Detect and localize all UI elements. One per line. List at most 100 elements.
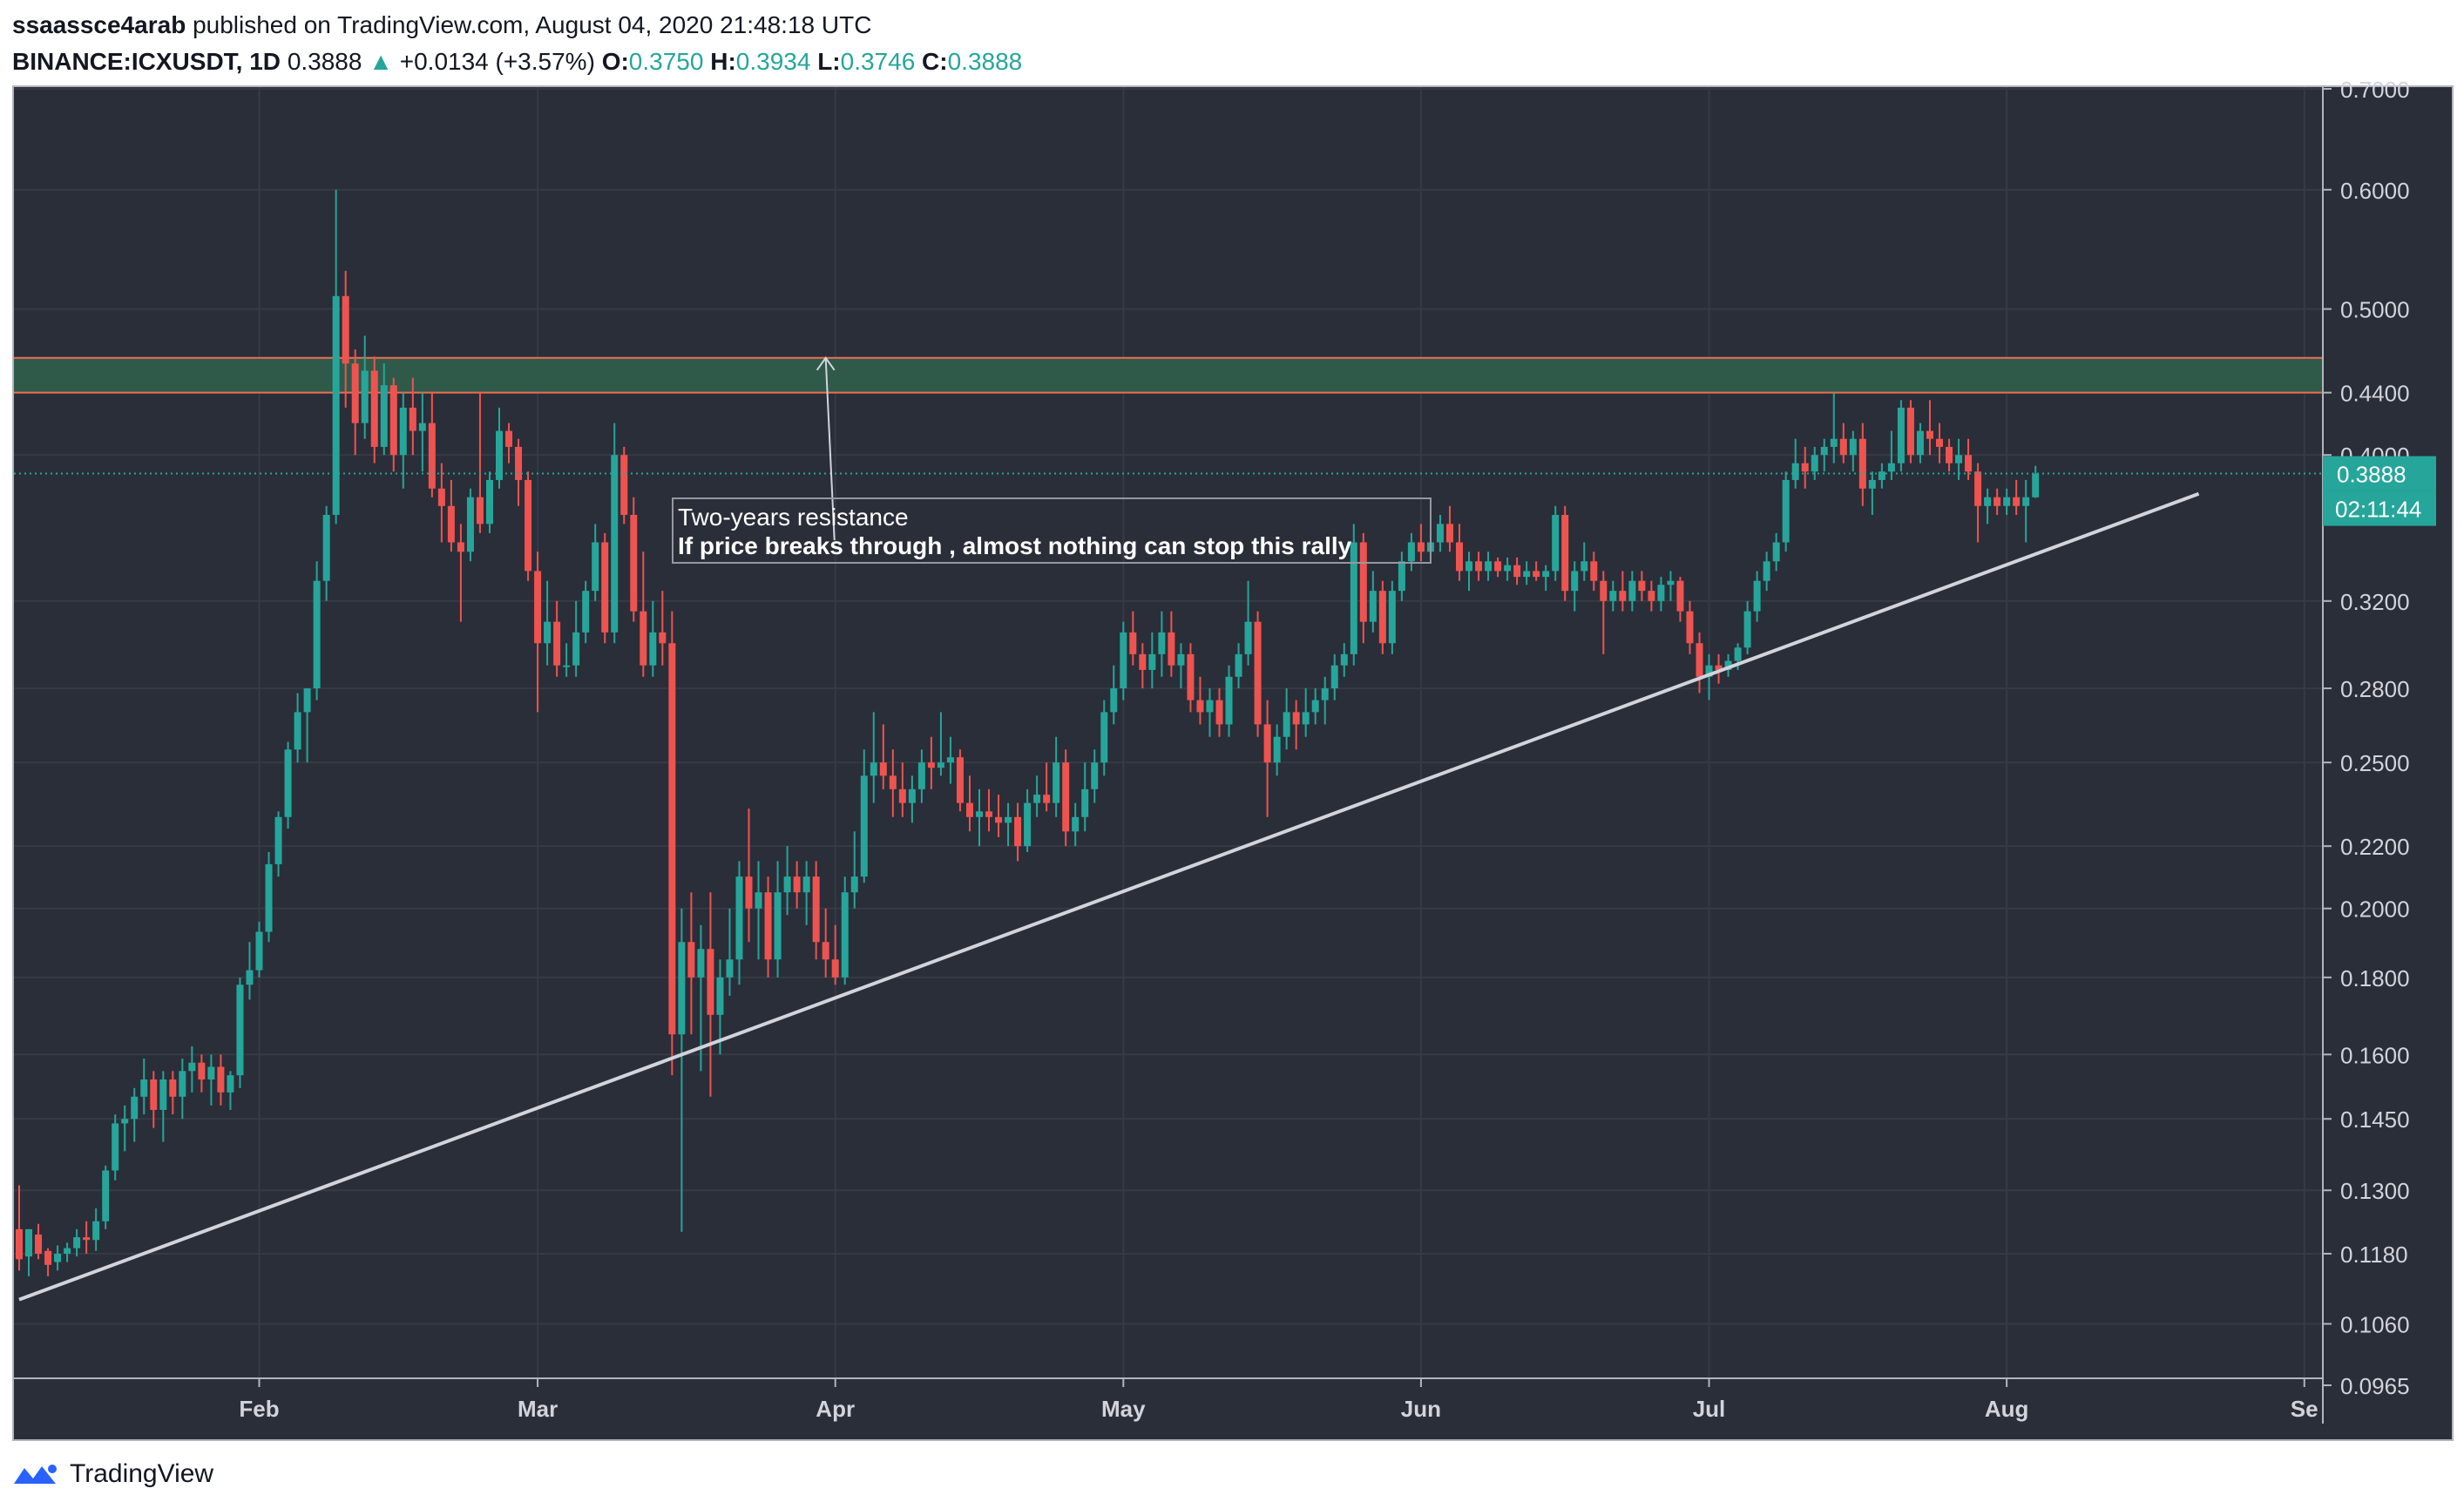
candle-body bbox=[294, 712, 301, 750]
candle-body bbox=[1946, 446, 1953, 464]
candle-body bbox=[572, 632, 580, 666]
candle-body bbox=[457, 542, 464, 552]
candle-body bbox=[649, 632, 657, 666]
candle-body bbox=[793, 876, 801, 893]
price-tick-label: 0.4400 bbox=[2340, 381, 2410, 407]
candle-body bbox=[466, 497, 474, 552]
candle-body bbox=[544, 621, 552, 644]
tradingview-logo-icon[interactable] bbox=[12, 1461, 63, 1487]
candle-body bbox=[582, 591, 590, 633]
candle-body bbox=[1369, 591, 1377, 622]
candle-body bbox=[1091, 762, 1099, 789]
candle-body bbox=[1734, 647, 1742, 661]
price-tick-label: 0.1060 bbox=[2340, 1311, 2410, 1337]
candle-body bbox=[1984, 497, 1992, 506]
annotation-arrow bbox=[824, 357, 836, 541]
candle-body bbox=[1965, 455, 1973, 472]
candle-body bbox=[1609, 591, 1617, 601]
candle-body bbox=[1600, 580, 1608, 601]
candle-body bbox=[553, 621, 561, 666]
trendline bbox=[18, 491, 2200, 1302]
price-tick-label: 0.1450 bbox=[2340, 1106, 2410, 1133]
candle-body bbox=[73, 1237, 81, 1248]
annotation-arrowhead bbox=[816, 356, 836, 371]
open-label: O: bbox=[601, 48, 629, 75]
candle-body bbox=[64, 1248, 71, 1254]
candle-body bbox=[659, 632, 667, 644]
candle-body bbox=[976, 811, 983, 817]
candle-body bbox=[525, 479, 532, 572]
candle-body bbox=[687, 942, 695, 978]
candle-body bbox=[1398, 561, 1405, 592]
candle-body bbox=[783, 876, 791, 893]
symbol-name[interactable]: BINANCE:ICXUSDT, 1D bbox=[12, 48, 281, 75]
candle-body bbox=[1648, 591, 1655, 601]
last-price-label: 0.3888 bbox=[2337, 462, 2406, 488]
candle-body bbox=[418, 423, 426, 431]
candle-body bbox=[1110, 688, 1118, 713]
candle-body bbox=[946, 757, 954, 763]
candle-body bbox=[1158, 632, 1166, 654]
candle-body bbox=[342, 295, 349, 364]
candle-body bbox=[1782, 479, 1790, 543]
author-name[interactable]: ssaassce4arab bbox=[12, 11, 186, 38]
candle-body bbox=[409, 407, 416, 431]
candle-body bbox=[92, 1221, 100, 1241]
price-tick-label: 0.3200 bbox=[2340, 589, 2410, 615]
last-price-badge bbox=[2323, 456, 2436, 491]
candle-body bbox=[1378, 591, 1386, 644]
brand-name[interactable]: TradingView bbox=[70, 1459, 214, 1488]
candle-body bbox=[1542, 571, 1550, 578]
candle-body bbox=[140, 1079, 148, 1097]
candle-body bbox=[44, 1250, 52, 1265]
price-tick-label: 0.1300 bbox=[2340, 1178, 2410, 1204]
candle-body bbox=[303, 688, 311, 713]
candle-body bbox=[351, 363, 359, 423]
low-label: L: bbox=[817, 48, 841, 75]
candle-body bbox=[1024, 802, 1032, 847]
candle-body bbox=[1302, 712, 1310, 725]
footer: TradingView bbox=[12, 1453, 213, 1495]
candle-body bbox=[485, 479, 493, 524]
candle-body bbox=[361, 370, 369, 423]
candle-body bbox=[745, 876, 753, 909]
candle-body bbox=[505, 430, 513, 447]
price-tick-label: 0.2800 bbox=[2340, 676, 2410, 702]
candle-body bbox=[284, 749, 292, 817]
candle-body bbox=[370, 370, 378, 447]
candle-body bbox=[1638, 580, 1646, 592]
candle-body bbox=[159, 1079, 167, 1110]
candle-body bbox=[2013, 497, 2021, 506]
candle-body bbox=[1686, 611, 1694, 644]
time-tick-label: Aug bbox=[1985, 1396, 2029, 1422]
price-tick-label: 0.0965 bbox=[2340, 1373, 2410, 1399]
candle-body bbox=[1407, 542, 1415, 562]
candle-body bbox=[16, 1228, 23, 1260]
candle-body bbox=[1667, 580, 1675, 585]
candle-body bbox=[1676, 580, 1684, 612]
candle-body bbox=[697, 949, 705, 978]
high-value: 0.3934 bbox=[735, 48, 811, 75]
candle-body bbox=[1072, 816, 1080, 832]
candle-body bbox=[131, 1096, 139, 1120]
candle-body bbox=[620, 455, 628, 515]
candle-body bbox=[1062, 762, 1070, 832]
candle-body bbox=[1235, 653, 1242, 677]
candle-body bbox=[1417, 542, 1425, 552]
candle-body bbox=[956, 757, 964, 803]
candle-body bbox=[534, 571, 542, 644]
candle-body bbox=[1148, 653, 1156, 670]
candle-body bbox=[1350, 542, 1357, 654]
candle-body bbox=[1772, 542, 1780, 562]
candle-body bbox=[1552, 514, 1560, 572]
candle-body bbox=[592, 542, 599, 592]
candle-body bbox=[246, 970, 254, 985]
candle-body bbox=[322, 514, 330, 581]
candle-body bbox=[1196, 700, 1204, 713]
candle-body bbox=[236, 985, 244, 1076]
countdown-label: 02:11:44 bbox=[2335, 497, 2421, 523]
candle-body bbox=[1561, 514, 1569, 592]
candle-body bbox=[1081, 788, 1089, 817]
candle-body bbox=[879, 762, 887, 776]
